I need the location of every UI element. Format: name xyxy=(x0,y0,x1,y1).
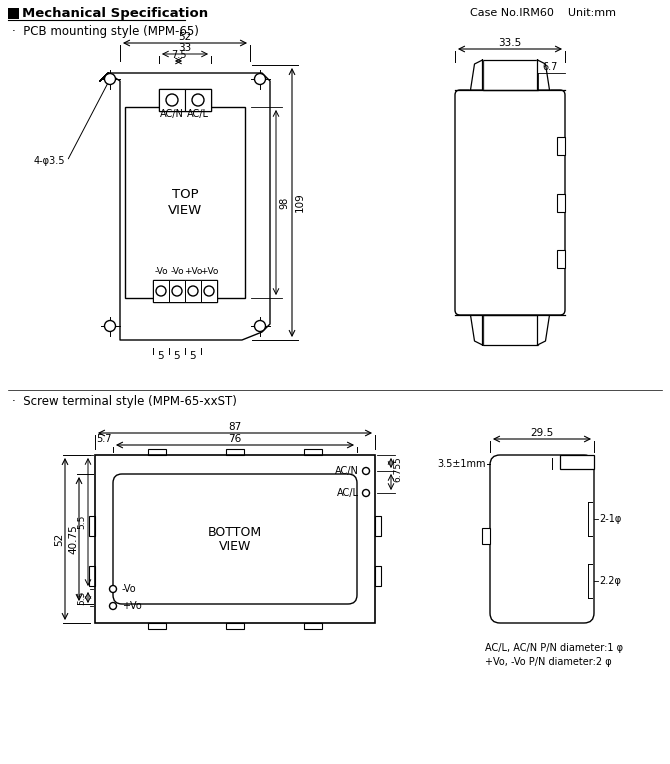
Polygon shape xyxy=(100,73,270,340)
Bar xyxy=(560,455,594,469)
Circle shape xyxy=(255,321,265,332)
Bar xyxy=(153,280,169,302)
Text: AC/L: AC/L xyxy=(337,488,359,498)
Bar xyxy=(159,89,185,111)
Text: AC/N: AC/N xyxy=(160,109,184,119)
Text: 33.5: 33.5 xyxy=(498,38,522,48)
Text: 5.5: 5.5 xyxy=(78,515,86,529)
FancyBboxPatch shape xyxy=(490,455,594,623)
Text: 5: 5 xyxy=(190,351,196,361)
Text: ·  PCB mounting style (MPM-65): · PCB mounting style (MPM-65) xyxy=(12,25,199,38)
Text: 7.5: 7.5 xyxy=(171,50,186,60)
Bar xyxy=(169,280,185,302)
Bar xyxy=(482,60,537,90)
Circle shape xyxy=(172,286,182,296)
Text: +Vo: +Vo xyxy=(200,267,218,276)
Text: VIEW: VIEW xyxy=(219,540,251,553)
Polygon shape xyxy=(470,315,482,345)
Text: 87: 87 xyxy=(228,422,242,432)
FancyBboxPatch shape xyxy=(455,90,565,315)
Text: 5.5: 5.5 xyxy=(78,591,86,604)
Text: Case No.IRM60    Unit:mm: Case No.IRM60 Unit:mm xyxy=(470,8,616,18)
Text: 6.7: 6.7 xyxy=(543,62,558,72)
Text: 98: 98 xyxy=(279,196,289,209)
Circle shape xyxy=(362,490,369,497)
Polygon shape xyxy=(537,60,549,90)
Circle shape xyxy=(156,286,166,296)
Text: 2.2φ: 2.2φ xyxy=(599,576,621,586)
Bar xyxy=(375,516,381,536)
Text: 52: 52 xyxy=(54,533,64,545)
Text: +Vo: +Vo xyxy=(184,267,202,276)
Bar xyxy=(304,623,322,629)
Text: 5: 5 xyxy=(157,351,164,361)
FancyBboxPatch shape xyxy=(113,474,357,604)
Bar xyxy=(159,89,211,111)
Text: BOTTOM: BOTTOM xyxy=(208,526,262,539)
Bar xyxy=(557,250,565,267)
Text: AC/N: AC/N xyxy=(335,466,359,476)
Bar xyxy=(89,566,95,586)
Text: 109: 109 xyxy=(295,193,305,212)
Bar xyxy=(153,280,217,302)
Bar xyxy=(482,528,490,544)
Text: -Vo: -Vo xyxy=(122,584,137,594)
Circle shape xyxy=(109,603,117,610)
Bar xyxy=(226,623,244,629)
Polygon shape xyxy=(470,60,482,90)
Text: +Vo: +Vo xyxy=(122,601,142,611)
Text: 4-φ3.5: 4-φ3.5 xyxy=(34,157,65,167)
Text: ·  Screw terminal style (MPM-65-xxST): · Screw terminal style (MPM-65-xxST) xyxy=(12,396,237,409)
Bar xyxy=(185,280,201,302)
Bar xyxy=(8,8,19,19)
Circle shape xyxy=(105,321,115,332)
Bar xyxy=(147,623,165,629)
Text: 5: 5 xyxy=(393,457,403,463)
Circle shape xyxy=(109,585,117,593)
Bar xyxy=(226,449,244,455)
Bar xyxy=(89,516,95,536)
Circle shape xyxy=(188,286,198,296)
Text: 2-1φ: 2-1φ xyxy=(599,514,621,524)
Text: -Vo: -Vo xyxy=(170,267,184,276)
Text: 5.7: 5.7 xyxy=(96,434,112,444)
Text: TOP: TOP xyxy=(172,188,198,201)
Text: 6.75: 6.75 xyxy=(393,462,403,482)
Bar xyxy=(557,138,565,155)
Circle shape xyxy=(105,73,115,85)
Text: AC/L, AC/N P/N diameter:1 φ: AC/L, AC/N P/N diameter:1 φ xyxy=(485,643,623,653)
Text: 29.5: 29.5 xyxy=(531,428,553,438)
Text: 33: 33 xyxy=(178,43,192,53)
Bar xyxy=(125,107,245,298)
Bar xyxy=(482,315,537,345)
Text: 3.5±1mm: 3.5±1mm xyxy=(438,459,486,469)
Text: 5: 5 xyxy=(174,351,180,361)
Text: 40.75: 40.75 xyxy=(68,524,78,554)
Bar xyxy=(375,566,381,586)
Text: VIEW: VIEW xyxy=(168,204,202,217)
Bar xyxy=(185,89,211,111)
Bar xyxy=(95,455,375,623)
Text: -Vo: -Vo xyxy=(154,267,168,276)
Bar xyxy=(147,449,165,455)
Text: Mechanical Specification: Mechanical Specification xyxy=(22,7,208,20)
Bar xyxy=(304,449,322,455)
Bar xyxy=(201,280,217,302)
Bar xyxy=(557,193,565,212)
Circle shape xyxy=(204,286,214,296)
Polygon shape xyxy=(537,315,549,345)
Circle shape xyxy=(166,94,178,106)
Text: AC/L: AC/L xyxy=(187,109,209,119)
Circle shape xyxy=(362,468,369,474)
Text: +Vo, -Vo P/N diameter:2 φ: +Vo, -Vo P/N diameter:2 φ xyxy=(485,657,612,667)
Circle shape xyxy=(192,94,204,106)
Circle shape xyxy=(255,73,265,85)
Text: 76: 76 xyxy=(228,434,242,444)
Text: 52: 52 xyxy=(178,32,192,42)
